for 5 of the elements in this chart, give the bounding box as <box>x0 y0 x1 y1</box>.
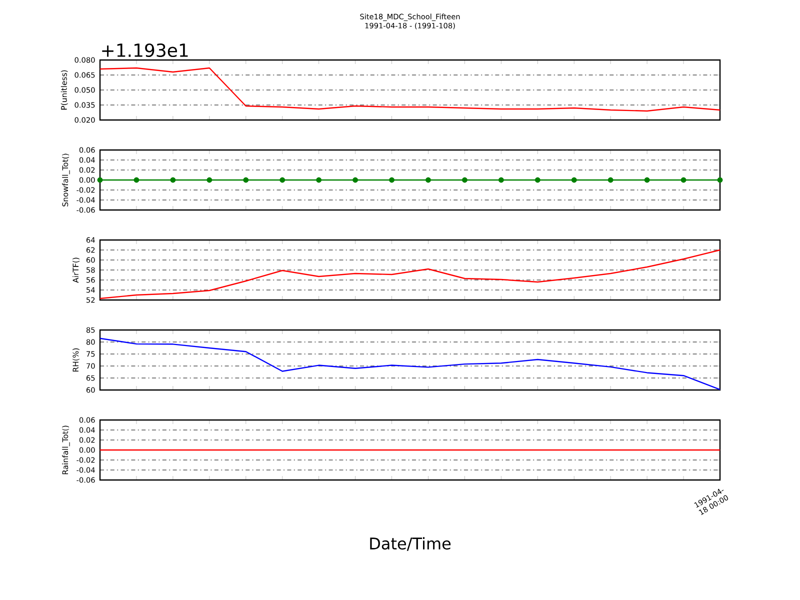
text: +1.193e1 <box>102 43 188 58</box>
line-series <box>99 67 721 112</box>
x-axis-title: Date/Time <box>370 537 451 551</box>
line-series <box>99 249 721 300</box>
line-series <box>99 338 721 390</box>
